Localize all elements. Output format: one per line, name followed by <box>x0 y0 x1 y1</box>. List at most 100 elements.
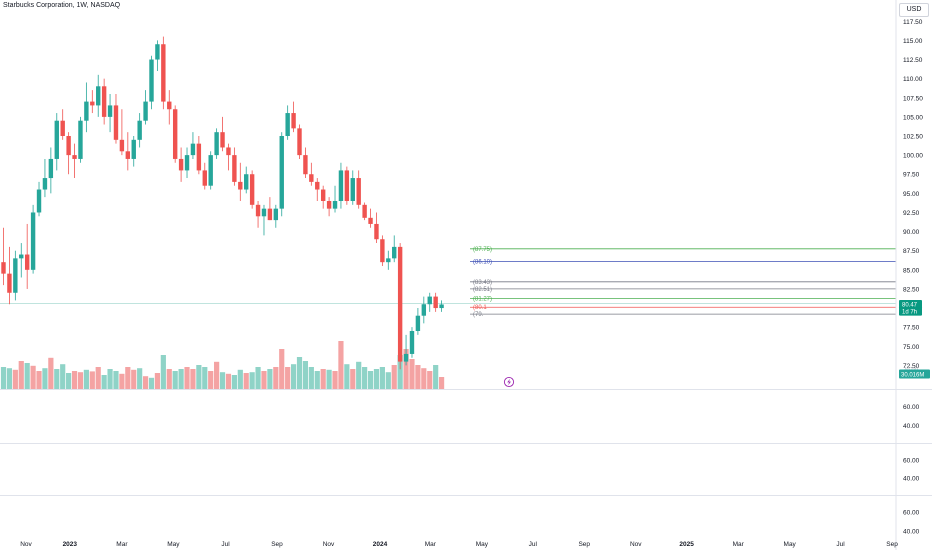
candle-body <box>362 204 367 218</box>
candle-body <box>125 151 131 159</box>
pane-tick-label: 60.00 <box>903 457 920 464</box>
candle-body <box>344 170 350 201</box>
time-tick-label: 2024 <box>373 541 388 548</box>
volume-bar <box>362 367 368 389</box>
level-label: (87.75) <box>473 247 492 253</box>
candle-body <box>13 258 18 293</box>
time-axis[interactable]: Nov 2023 Mar May Jul Sep Nov 2024 Mar May Jul Sep No… <box>20 541 898 548</box>
volume-bar <box>48 357 54 389</box>
volume-bar <box>77 372 84 389</box>
candle-body <box>78 120 83 159</box>
badge-text: 1d 7h <box>902 309 917 315</box>
volume-bar <box>409 359 415 389</box>
candle-body <box>90 101 95 106</box>
price-tick-label: 72.50 <box>903 363 920 370</box>
volume-bar <box>302 361 309 389</box>
volume-bar <box>36 371 42 389</box>
candle-body <box>374 223 379 240</box>
volume-bar <box>433 365 439 389</box>
volume-bar <box>403 349 409 389</box>
candle-body <box>167 101 172 110</box>
volume-bar <box>285 367 291 389</box>
time-tick-label: Sep <box>578 541 590 548</box>
indicator-panes: 60.00 40.00 60.00 40.00 60.00 40.00 <box>0 389 932 535</box>
volume-bar <box>379 367 385 389</box>
price-tick-label: 92.50 <box>903 210 920 217</box>
pane-tick-label: 40.00 <box>903 476 920 483</box>
volume-bar <box>24 363 30 389</box>
pane-tick-label: 40.00 <box>903 423 920 430</box>
candle-body <box>350 178 355 201</box>
candle-body <box>380 239 385 263</box>
candle-body <box>303 155 308 175</box>
time-tick-label: Nov <box>630 541 642 548</box>
volume-bar <box>12 369 18 389</box>
volume-bar <box>243 373 249 389</box>
price-tick-label: 115.00 <box>903 38 923 45</box>
price-tick-label: 75.00 <box>903 344 920 351</box>
candle-body <box>172 109 178 159</box>
candle-body <box>184 155 190 171</box>
candle-body <box>397 246 403 362</box>
candle-body <box>30 212 36 270</box>
currency-button[interactable]: USD <box>899 3 929 17</box>
price-axis[interactable]: 117.50 115.00 112.50 110.00 107.50 105.00 102.… <box>895 0 930 550</box>
candle-body <box>161 44 166 102</box>
price-tick-label: 82.50 <box>903 286 920 293</box>
candle-body <box>326 201 332 209</box>
candle-body <box>249 174 255 205</box>
candle-body <box>297 128 302 156</box>
candle-body <box>220 132 225 148</box>
price-tick-label: 97.50 <box>903 172 920 179</box>
volume-bar <box>237 369 243 389</box>
candle-body <box>7 273 12 293</box>
pane-tick-label: 40.00 <box>903 528 920 535</box>
candle-body <box>433 296 438 309</box>
time-tick-label: Nov <box>20 541 32 548</box>
volume-bar <box>125 367 131 389</box>
candle-body <box>320 189 326 201</box>
candle-body <box>279 136 284 209</box>
level-label: (83.43) <box>473 280 492 286</box>
volume-badge <box>899 369 930 379</box>
volume-bar <box>6 368 13 389</box>
candle-body <box>214 132 219 156</box>
level-label: (82.51) <box>473 287 492 293</box>
volume-bar <box>290 364 297 389</box>
candle-body <box>24 254 30 270</box>
volume-bar <box>71 371 78 389</box>
chart-title: Starbucks Corporation, 1W, NASDAQ <box>3 2 121 9</box>
candle-body <box>107 105 113 117</box>
candle-body <box>309 174 314 182</box>
countdown-badge <box>899 306 922 316</box>
volume-bar <box>397 355 403 389</box>
candles <box>1 36 515 388</box>
volume-bar <box>196 365 202 389</box>
candle-body <box>101 86 107 117</box>
candle-body <box>48 158 54 179</box>
volume-bar <box>154 373 161 389</box>
time-tick-label: 2023 <box>63 541 78 548</box>
volume-bar <box>367 371 374 389</box>
candle-body <box>208 155 213 186</box>
volume-bar <box>137 368 143 389</box>
time-tick-label: Sep <box>886 541 898 548</box>
volume-bars <box>0 341 445 389</box>
time-tick-label: May <box>167 541 180 548</box>
price-tick-label: 102.50 <box>903 134 923 141</box>
candle-body <box>113 105 119 140</box>
candle-body <box>137 120 142 140</box>
candle-body <box>415 315 421 331</box>
volume-bar <box>320 369 326 389</box>
volume-bar <box>60 364 66 389</box>
price-tick-label: 100.00 <box>903 153 923 160</box>
volume-bar <box>166 369 172 389</box>
candle-body <box>226 147 231 156</box>
candle-body <box>202 170 207 186</box>
volume-bar <box>101 375 107 389</box>
candle-body <box>178 158 184 171</box>
price-levels: (87.75) (86.10) (83.43)(82.51) (81.27) (80.1… <box>0 247 896 318</box>
volume-bar <box>279 349 285 389</box>
candle-body <box>143 101 148 121</box>
